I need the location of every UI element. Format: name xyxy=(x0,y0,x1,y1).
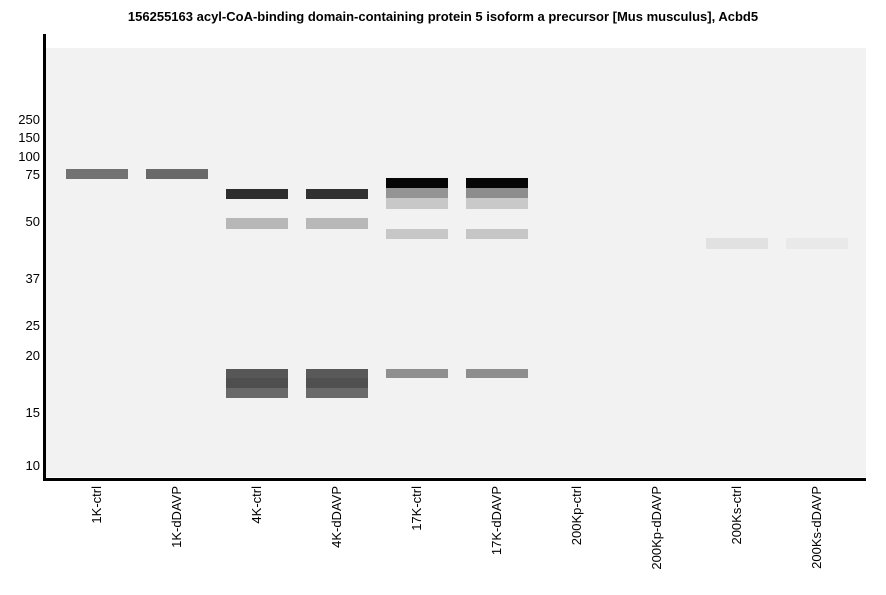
lane-label-4K-dDAVP: 4K-dDAVP xyxy=(329,486,344,548)
blot-band xyxy=(226,378,288,388)
blot-band xyxy=(466,369,528,378)
mw-marker-100: 100 xyxy=(18,149,40,164)
lane-label-200Kp-dDAVP: 200Kp-dDAVP xyxy=(649,486,664,570)
mw-marker-50: 50 xyxy=(25,214,40,229)
blot-band xyxy=(226,369,288,378)
blot-band xyxy=(306,369,368,378)
blot-band xyxy=(66,169,128,179)
blot-band xyxy=(466,178,528,188)
lane-label-200Ks-dDAVP: 200Ks-dDAVP xyxy=(809,486,824,569)
blot-band xyxy=(306,189,368,199)
blot-band xyxy=(306,218,368,229)
lane-label-17K-dDAVP: 17K-dDAVP xyxy=(489,486,504,556)
mw-marker-150: 150 xyxy=(18,130,40,145)
lane-label-1K-ctrl: 1K-ctrl xyxy=(89,486,104,524)
mw-marker-75: 75 xyxy=(25,167,40,182)
mw-marker-25: 25 xyxy=(25,318,40,333)
blot-plot-area xyxy=(46,48,866,477)
lane-label-200Kp-ctrl: 200Kp-ctrl xyxy=(569,486,584,546)
lane-label-4K-ctrl: 4K-ctrl xyxy=(249,486,264,524)
mw-marker-10: 10 xyxy=(25,458,40,473)
blot-band xyxy=(386,178,448,188)
blot-band xyxy=(306,378,368,388)
blot-band xyxy=(466,229,528,239)
blot-band xyxy=(466,188,528,198)
blot-band xyxy=(786,238,848,249)
blot-band xyxy=(226,189,288,199)
mw-marker-37: 37 xyxy=(25,271,40,286)
blot-band xyxy=(306,388,368,398)
blot-band xyxy=(386,188,448,198)
blot-band xyxy=(386,198,448,209)
mw-marker-250: 250 xyxy=(18,112,40,127)
blot-band xyxy=(226,218,288,229)
figure-title: 156255163 acyl-CoA-binding domain-contai… xyxy=(127,9,759,24)
blot-band xyxy=(386,369,448,378)
x-axis-spine xyxy=(43,478,866,481)
blot-band xyxy=(146,169,208,179)
y-axis-spine xyxy=(43,34,46,481)
blot-band xyxy=(226,388,288,398)
lane-label-17K-ctrl: 17K-ctrl xyxy=(409,486,424,531)
blot-band xyxy=(706,238,768,249)
blot-band xyxy=(386,229,448,239)
blot-band xyxy=(466,198,528,209)
mw-marker-15: 15 xyxy=(25,405,40,420)
mw-marker-20: 20 xyxy=(25,348,40,363)
lane-label-200Ks-ctrl: 200Ks-ctrl xyxy=(729,486,744,545)
lane-label-1K-dDAVP: 1K-dDAVP xyxy=(169,486,184,548)
